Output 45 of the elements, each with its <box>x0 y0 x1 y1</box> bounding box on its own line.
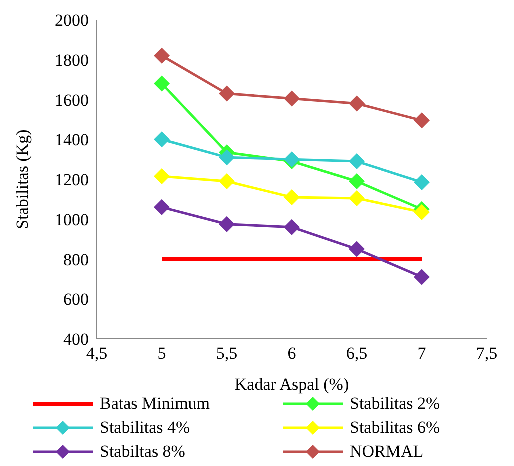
point <box>154 199 170 216</box>
y-tick-label: 1000 <box>55 210 89 230</box>
legend-label: NORMAL <box>350 442 424 462</box>
point <box>414 112 430 129</box>
point <box>154 76 170 92</box>
point <box>414 174 430 190</box>
point <box>284 219 300 236</box>
point <box>284 189 300 206</box>
legend-label: Stabilitas 6% <box>350 418 440 438</box>
point <box>414 269 430 286</box>
x-tick-label: 7 <box>418 344 427 364</box>
point <box>154 168 170 185</box>
point <box>349 190 365 206</box>
x-tick-label: 5 <box>158 344 166 364</box>
point <box>349 241 365 258</box>
x-tick-label: 6 <box>288 344 296 364</box>
point <box>284 90 300 107</box>
point <box>349 154 365 170</box>
y-tick-label: 1800 <box>55 50 89 70</box>
point <box>349 173 365 190</box>
point <box>414 204 430 220</box>
point <box>154 132 170 148</box>
x-tick-label: 7,5 <box>476 344 498 364</box>
point <box>219 150 235 166</box>
y-tick-label: 800 <box>64 250 89 270</box>
y-tick-label: 400 <box>64 330 89 350</box>
point <box>349 96 365 112</box>
y-tick-label: 1200 <box>55 170 89 190</box>
point <box>219 173 235 190</box>
x-tick-label: 4,5 <box>86 344 108 364</box>
y-tick-label: 1400 <box>55 130 89 150</box>
legend-label: Batas Minimum <box>100 394 210 414</box>
point <box>219 86 235 102</box>
y-tick-label: 1600 <box>55 90 89 110</box>
y-tick-label: 2000 <box>55 11 89 30</box>
x-axis-title: Kadar Aspal (%) <box>234 375 350 394</box>
legend-label: Stabilitas 2% <box>350 394 440 414</box>
point <box>219 216 235 232</box>
legend-label: Stabiltas 8% <box>100 442 186 462</box>
legend-label: Stabilitas 4% <box>100 418 190 438</box>
y-tick-label: 600 <box>64 290 89 310</box>
x-tick-label: 5,5 <box>216 344 238 364</box>
x-tick-label: 6,5 <box>346 344 368 364</box>
y-axis-title: Stabilitas (Kg) <box>13 130 32 230</box>
point <box>154 48 170 64</box>
